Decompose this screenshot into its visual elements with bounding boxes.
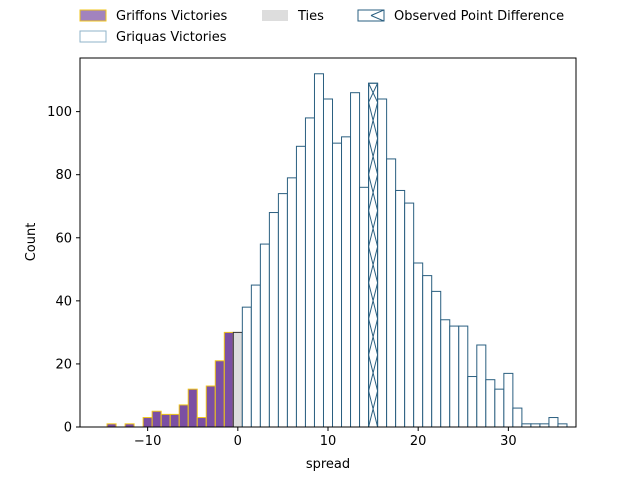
griffons-bar — [205, 385, 216, 427]
observed-hatch — [368, 83, 379, 427]
griquas-bar — [277, 193, 288, 427]
x-axis-label: spread — [306, 457, 350, 472]
bars — [106, 73, 568, 427]
y-tick-label: 40 — [55, 294, 72, 309]
griquas-bar — [404, 202, 415, 427]
griffons-bar — [106, 423, 117, 427]
griquas-bar — [268, 212, 279, 427]
y-tick-label: 20 — [55, 357, 72, 372]
griquas-bar — [431, 290, 442, 427]
griquas-bar — [395, 189, 406, 427]
griquas-bar — [422, 275, 433, 427]
x-tick-label: 0 — [234, 434, 242, 449]
griquas-bar — [413, 262, 424, 427]
griquas-bar — [295, 145, 306, 427]
griquas-bar — [250, 284, 261, 427]
griquas-bar — [341, 136, 352, 427]
x-tick-label: 20 — [410, 434, 427, 449]
y-axis: 0 20 40 60 80 100 — [47, 105, 80, 436]
griffons-bar — [169, 413, 180, 427]
griquas-bar — [313, 73, 324, 427]
griffons-bar — [160, 413, 171, 427]
x-tick-label: −10 — [134, 434, 161, 449]
griquas-bar — [386, 158, 397, 427]
griquas-bar — [322, 98, 334, 427]
griquas-bar — [485, 379, 496, 427]
griffons-bar — [151, 410, 162, 427]
y-tick-label: 100 — [47, 105, 72, 120]
x-tick-label: 30 — [500, 434, 517, 449]
legend: Griffons Victories Ties Observed Point Dif… — [79, 9, 564, 45]
griffons-bar — [178, 404, 189, 427]
legend-item-observed: Observed Point Difference — [357, 9, 564, 24]
legend-label: Griquas Victories — [116, 30, 227, 45]
legend-item-griffons: Griffons Victories — [79, 9, 227, 24]
griquas-bar — [458, 325, 469, 427]
griquas-bar — [548, 417, 559, 427]
legend-label: Ties — [297, 9, 324, 24]
griquas-bar — [304, 117, 315, 427]
x-tick-label: 10 — [320, 434, 337, 449]
y-tick-label: 0 — [64, 421, 72, 436]
legend-item-ties: Ties — [262, 9, 324, 24]
griquas-bar — [332, 142, 343, 427]
legend-label: Griffons Victories — [116, 9, 227, 24]
griffons-bar — [124, 423, 135, 427]
griffons-bar — [187, 388, 198, 427]
griquas-bar — [467, 376, 478, 427]
griquas-bar — [512, 407, 523, 427]
griquas-bar — [259, 243, 270, 427]
griquas-bar — [286, 177, 297, 427]
griquas-bar — [359, 186, 370, 427]
griffons-bar — [196, 417, 207, 427]
griquas-bar — [350, 92, 361, 427]
y-tick-label: 60 — [55, 231, 72, 246]
griquas-bar — [476, 344, 487, 427]
ties-bar — [232, 331, 243, 427]
griffons-bar — [214, 360, 225, 427]
griquas-bar — [503, 372, 514, 427]
griffons-bar — [223, 331, 234, 427]
griquas-bar — [440, 319, 451, 427]
x-axis: −10 0 10 20 30 — [134, 427, 517, 449]
griquas-bar — [557, 423, 568, 427]
griffons-bar — [142, 417, 153, 427]
legend-item-griquas: Griquas Victories — [79, 30, 227, 45]
griquas-bar — [449, 325, 460, 427]
griquas-bar — [494, 388, 505, 427]
griquas-bar — [377, 98, 388, 427]
legend-swatch — [262, 10, 288, 21]
legend-swatch — [79, 30, 107, 43]
legend-hatch — [370, 9, 385, 22]
y-tick-label: 80 — [55, 168, 72, 183]
y-axis-label: Count — [24, 223, 39, 262]
legend-label: Observed Point Difference — [394, 9, 564, 24]
griquas-bar — [241, 306, 252, 427]
legend-swatch — [79, 9, 107, 22]
